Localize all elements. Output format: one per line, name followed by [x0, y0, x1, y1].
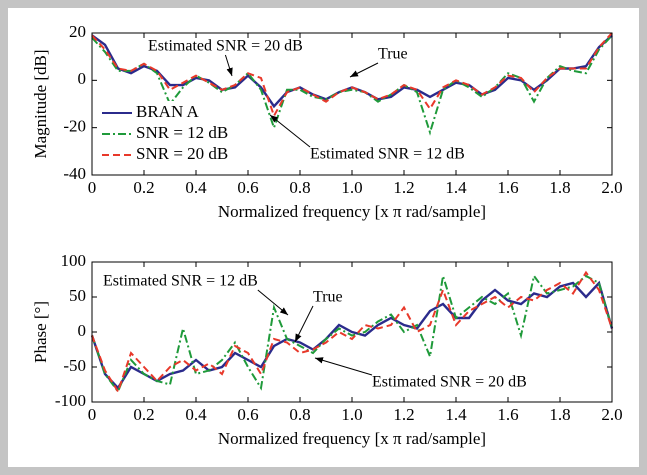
annotation: Estimated SNR = 20 dB — [372, 374, 527, 391]
x-axis-label: Normalized frequency [x π rad/sample] — [218, 429, 486, 448]
x-tick-label: 0.2 — [133, 405, 154, 424]
annotation-arrow — [224, 54, 233, 77]
legend-label: BRAN A — [136, 102, 200, 121]
annotation: Estimated SNR = 12 dB — [310, 146, 465, 163]
x-tick-label: 1.4 — [445, 178, 467, 197]
annotation-arrow — [294, 305, 314, 343]
x-tick-label: 0.4 — [185, 178, 207, 197]
annotation-arrow — [314, 357, 373, 376]
x-tick-label: 1.0 — [341, 405, 362, 424]
x-tick-label: 0.2 — [133, 178, 154, 197]
x-tick-label: 0 — [88, 178, 97, 197]
x-tick-label: 2.0 — [601, 178, 622, 197]
x-tick-label: 0.8 — [289, 178, 310, 197]
y-tick-label: -50 — [63, 356, 86, 375]
y-tick-label: 50 — [69, 286, 86, 305]
annotation-arrow — [257, 289, 289, 316]
y-axis-label: Phase [°] — [31, 301, 50, 363]
x-axis-label: Normalized frequency [x π rad/sample] — [218, 202, 486, 221]
x-tick-label: 1.6 — [497, 178, 518, 197]
x-tick-label: 2.0 — [601, 405, 622, 424]
data-line — [91, 273, 613, 394]
y-tick-label: 20 — [69, 22, 86, 41]
y-tick-label: -20 — [63, 117, 86, 136]
data-line — [90, 280, 614, 390]
annotation: Estimated SNR = 12 dB — [103, 273, 258, 290]
annotation: True — [313, 289, 343, 306]
data-line — [91, 34, 613, 136]
x-tick-label: 0.8 — [289, 405, 310, 424]
x-tick-label: 1.2 — [393, 178, 414, 197]
annotation-arrow — [349, 62, 379, 78]
x-tick-label: 1.2 — [393, 405, 414, 424]
x-tick-label: 0 — [88, 405, 97, 424]
data-line — [91, 270, 613, 394]
y-axis-label: Magnitude [dB] — [31, 49, 50, 158]
x-tick-label: 0.6 — [237, 178, 258, 197]
annotation: Estimated SNR = 20 dB — [148, 38, 303, 55]
x-tick-label: 1.8 — [549, 405, 570, 424]
x-tick-label: 1.6 — [497, 405, 518, 424]
data-line — [91, 32, 613, 119]
y-tick-label: 0 — [78, 321, 87, 340]
annotation-arrow — [269, 114, 311, 148]
y-tick-label: 100 — [61, 251, 87, 270]
x-tick-label: 1.0 — [341, 178, 362, 197]
legend-label: SNR = 12 dB — [136, 123, 228, 142]
y-tick-label: -40 — [63, 164, 86, 183]
y-tick-label: 0 — [78, 69, 87, 88]
legend-label: SNR = 20 dB — [136, 144, 228, 163]
x-tick-label: 1.4 — [445, 405, 467, 424]
x-tick-label: 0.4 — [185, 405, 207, 424]
x-tick-label: 0.6 — [237, 405, 258, 424]
x-tick-label: 1.8 — [549, 178, 570, 197]
annotation: True — [378, 46, 408, 63]
y-tick-label: -100 — [55, 391, 86, 410]
